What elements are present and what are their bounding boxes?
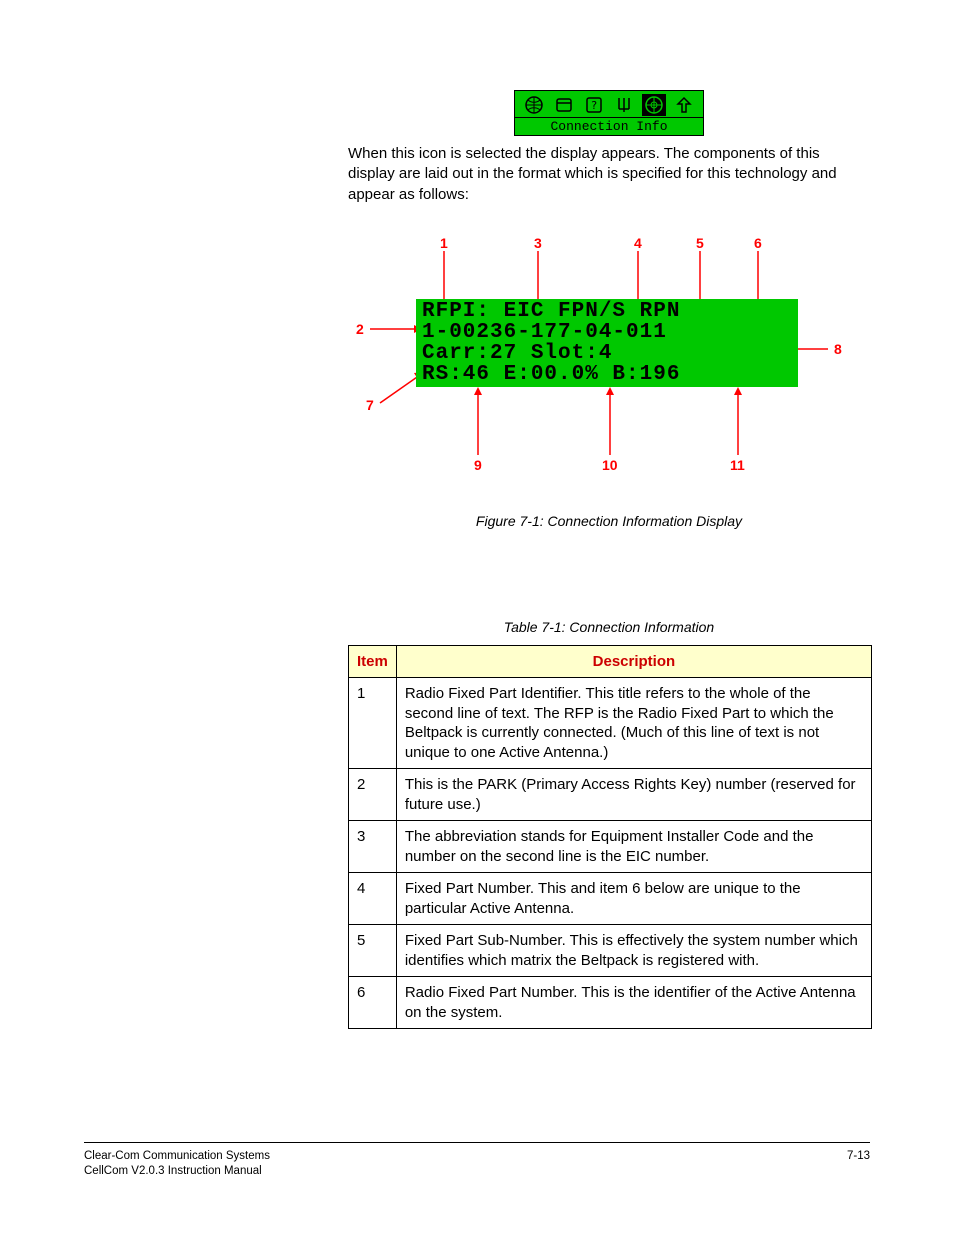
callout-11: 11 xyxy=(730,457,745,473)
cell-item: 1 xyxy=(349,678,397,769)
callout-1: 1 xyxy=(440,235,448,251)
callout-5: 5 xyxy=(696,235,704,251)
lcd-line4: RS:46 E:00.0% B:196 xyxy=(422,364,792,385)
table-caption: Table 7-1: Connection Information xyxy=(348,619,870,635)
cell-desc: Radio Fixed Part Identifier. This title … xyxy=(396,678,871,769)
icon-panel-label: Connection Info xyxy=(515,117,703,135)
table-row: 1Radio Fixed Part Identifier. This title… xyxy=(349,678,872,769)
cell-item: 6 xyxy=(349,977,397,1029)
cell-item: 4 xyxy=(349,873,397,925)
connection-info-figure: 1 3 4 5 6 2 7 8 9 10 11 RFPI: EIC FPN/S … xyxy=(348,235,870,495)
cell-item: 5 xyxy=(349,925,397,977)
cell-desc: Fixed Part Number. This and item 6 below… xyxy=(396,873,871,925)
connection-info-icon-panel: ? Connection Info xyxy=(514,90,704,136)
table-header-item: Item xyxy=(349,645,397,678)
page-number: 7-13 xyxy=(847,1149,870,1179)
lcd-display: RFPI: EIC FPN/S RPN 1-00236-177-04-011 C… xyxy=(416,299,798,387)
card-icon xyxy=(552,94,576,116)
svg-text:?: ? xyxy=(591,99,598,112)
table-row: 4Fixed Part Number. This and item 6 belo… xyxy=(349,873,872,925)
callout-3: 3 xyxy=(534,235,542,251)
connection-icon xyxy=(642,94,666,116)
lcd-line1: RFPI: EIC FPN/S RPN xyxy=(422,301,792,322)
cell-item: 3 xyxy=(349,821,397,873)
figure-caption: Figure 7-1: Connection Information Displ… xyxy=(348,513,870,529)
cell-item: 2 xyxy=(349,769,397,821)
table-row: 6Radio Fixed Part Number. This is the id… xyxy=(349,977,872,1029)
cell-desc: Radio Fixed Part Number. This is the ide… xyxy=(396,977,871,1029)
cell-desc: This is the PARK (Primary Access Rights … xyxy=(396,769,871,821)
callout-7: 7 xyxy=(366,397,374,413)
table-header-desc: Description xyxy=(396,645,871,678)
antenna-icon xyxy=(612,94,636,116)
table-row: 3The abbreviation stands for Equipment I… xyxy=(349,821,872,873)
callout-2: 2 xyxy=(356,321,364,337)
callout-4: 4 xyxy=(634,235,642,251)
table-row: 2This is the PARK (Primary Access Rights… xyxy=(349,769,872,821)
up-arrow-icon xyxy=(672,94,696,116)
body-text: When this icon is selected the display a… xyxy=(348,144,870,205)
footer-manual: CellCom V2.0.3 Instruction Manual xyxy=(84,1164,270,1179)
callout-10: 10 xyxy=(602,457,618,473)
icon-row: ? xyxy=(515,93,703,117)
question-icon: ? xyxy=(582,94,606,116)
lcd-line2: 1-00236-177-04-011 xyxy=(422,322,792,343)
globe-icon xyxy=(522,94,546,116)
cell-desc: Fixed Part Sub-Number. This is effective… xyxy=(396,925,871,977)
connection-info-table: Item Description 1Radio Fixed Part Ident… xyxy=(348,645,872,1030)
callout-6: 6 xyxy=(754,235,762,251)
lcd-line3: Carr:27 Slot:4 xyxy=(422,343,792,364)
callout-9: 9 xyxy=(474,457,482,473)
cell-desc: The abbreviation stands for Equipment In… xyxy=(396,821,871,873)
callout-8: 8 xyxy=(834,341,842,357)
table-row: 5Fixed Part Sub-Number. This is effectiv… xyxy=(349,925,872,977)
page-footer: Clear-Com Communication Systems CellCom … xyxy=(84,1142,870,1179)
footer-company: Clear-Com Communication Systems xyxy=(84,1149,270,1164)
